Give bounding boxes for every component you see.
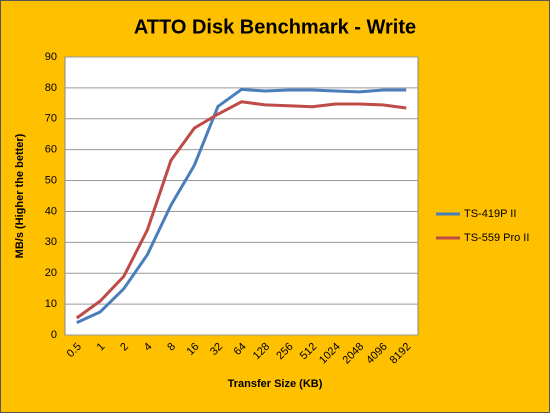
y-tick-label: 80 xyxy=(45,82,57,94)
series-line xyxy=(76,87,407,325)
y-tick-label: 40 xyxy=(45,205,57,217)
legend-label: TS-559 Pro II xyxy=(464,232,529,244)
y-tick-label: 10 xyxy=(45,298,57,310)
y-tick-label: 0 xyxy=(51,329,57,341)
y-tick-label: 60 xyxy=(45,144,57,156)
y-tick-label: 90 xyxy=(45,51,57,63)
x-axis-label: Transfer Size (KB) xyxy=(228,378,323,390)
chart-title: ATTO Disk Benchmark - Write xyxy=(134,16,416,38)
y-tick-label: 50 xyxy=(45,174,57,186)
y-axis-label: MB/s (Higher the better) xyxy=(14,133,26,258)
series-line xyxy=(75,100,407,320)
legend-label: TS-419P II xyxy=(464,208,516,220)
y-tick-label: 70 xyxy=(45,113,57,125)
y-tick-label: 30 xyxy=(45,236,57,248)
y-tick-label: 20 xyxy=(45,267,57,279)
